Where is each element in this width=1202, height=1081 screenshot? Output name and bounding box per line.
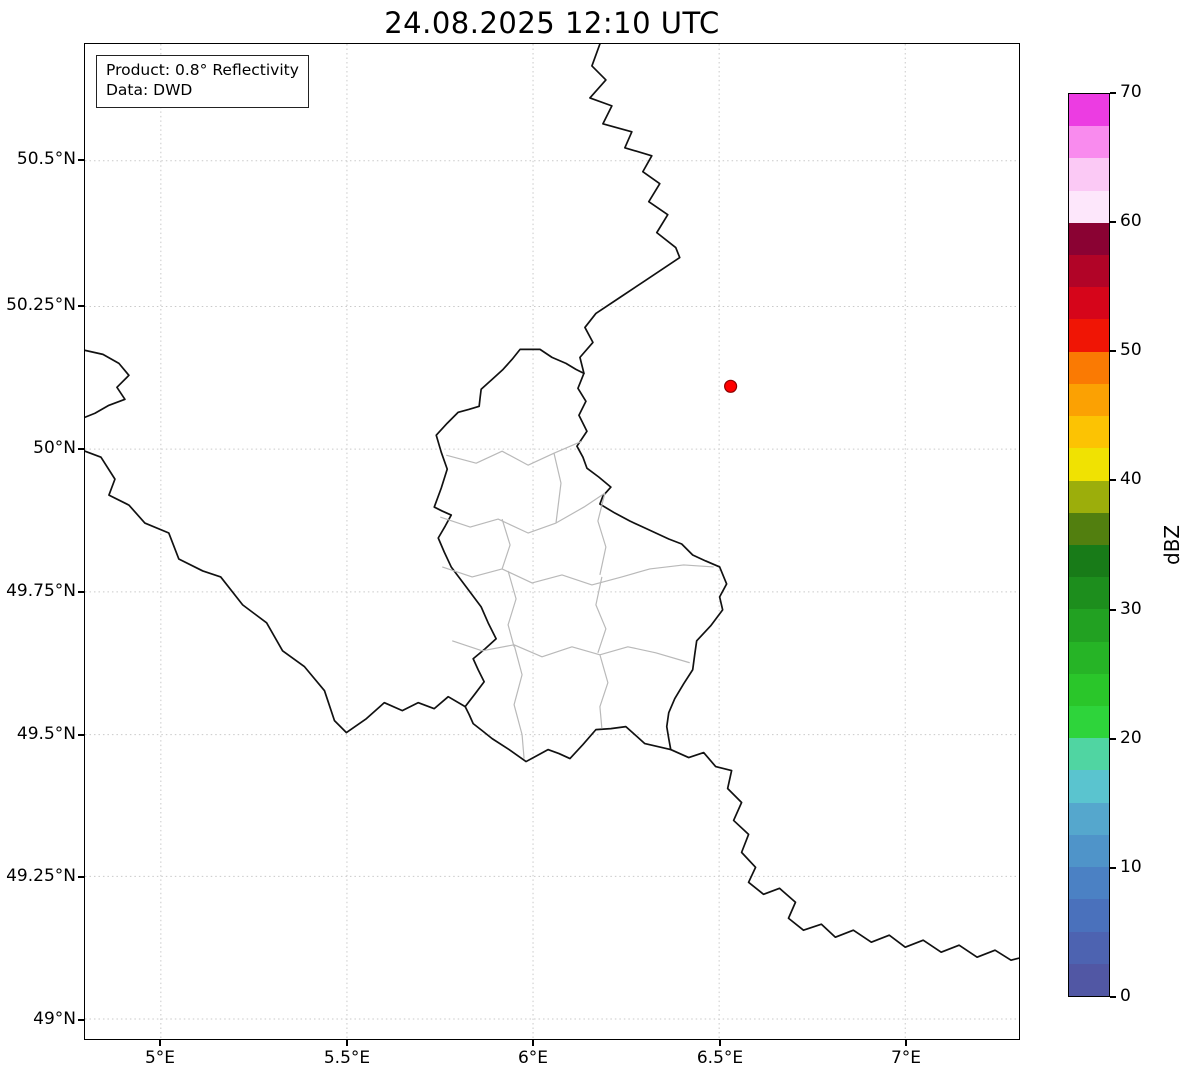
x-tick-label: 6.5°E (696, 1048, 744, 1068)
colorbar-tick-mark (1110, 738, 1116, 740)
y-tick-label: 49.25°N (6, 866, 76, 886)
colorbar-tick-mark (1110, 221, 1116, 223)
country-borders (85, 44, 1019, 962)
luxembourg-canton-borders (440, 440, 714, 759)
colorbar (1068, 93, 1110, 997)
y-tick-label: 49.75°N (6, 581, 76, 601)
x-tick-label: 5.5°E (323, 1048, 371, 1068)
colorbar-tick-mark (1110, 350, 1116, 352)
radar-marker (724, 379, 738, 393)
colorbar-segment (1069, 319, 1109, 352)
colorbar-segment (1069, 351, 1109, 384)
colorbar-segment (1069, 383, 1109, 417)
y-tick-mark (78, 448, 84, 450)
colorbar-segment (1069, 899, 1109, 932)
luxembourg-outline (433, 348, 728, 763)
colorbar-segment (1069, 609, 1109, 642)
x-tick-label: 5°E (144, 1048, 176, 1068)
colorbar-segment (1069, 416, 1109, 449)
colorbar-tick-mark (1110, 996, 1116, 998)
x-tick-mark (719, 1040, 721, 1046)
colorbar-segment (1069, 480, 1109, 513)
colorbar-tick-mark (1110, 479, 1116, 481)
colorbar-tick-label: 20 (1120, 728, 1142, 748)
colorbar-tick-label: 30 (1120, 599, 1142, 619)
colorbar-segment (1069, 190, 1109, 223)
x-tick-mark (346, 1040, 348, 1046)
info-data-source-line: Data: DWD (106, 81, 193, 100)
colorbar-tick-mark (1110, 867, 1116, 869)
colorbar-tick-label: 10 (1120, 857, 1142, 877)
colorbar-tick-label: 50 (1120, 340, 1142, 360)
colorbar-segment (1069, 93, 1109, 127)
y-tick-label: 49.5°N (16, 724, 76, 744)
info-box: Product: 0.8° Reflectivity Data: DWD (96, 55, 309, 108)
colorbar-segment (1069, 254, 1109, 288)
x-tick-mark (905, 1040, 907, 1046)
colorbar-segment (1069, 544, 1109, 578)
x-tick-label: 6°E (517, 1048, 549, 1068)
y-tick-mark (78, 591, 84, 593)
y-tick-label: 50°N (33, 438, 76, 458)
colorbar-segment (1069, 931, 1109, 964)
y-tick-mark (78, 734, 84, 736)
border-givet-pocket (85, 349, 130, 419)
border-belgium-germany (579, 44, 681, 375)
colorbar-segment (1069, 834, 1109, 868)
colorbar-tick-label: 60 (1120, 211, 1142, 231)
colorbar-tick-label: 40 (1120, 469, 1142, 489)
y-tick-mark (78, 305, 84, 307)
colorbar-tick-label: 70 (1120, 82, 1142, 102)
colorbar-segment (1069, 706, 1109, 739)
colorbar-segment (1069, 448, 1109, 481)
y-tick-mark (78, 876, 84, 878)
colorbar-segment (1069, 577, 1109, 610)
y-tick-label: 49°N (33, 1009, 76, 1029)
x-tick-mark (159, 1040, 161, 1046)
colorbar-axis-label: dBZ (1160, 524, 1184, 565)
map-plot: Product: 0.8° Reflectivity Data: DWD (84, 43, 1020, 1040)
info-product-line: Product: 0.8° Reflectivity (106, 61, 299, 79)
colorbar-segment (1069, 738, 1109, 771)
colorbar-segment (1069, 126, 1109, 159)
colorbar-tick-mark (1110, 92, 1116, 94)
map-canvas (85, 44, 1019, 1039)
colorbar-tick-label: 0 (1120, 986, 1131, 1006)
y-tick-mark (78, 159, 84, 161)
figure-title: 24.08.2025 12:10 UTC (384, 6, 720, 40)
y-tick-label: 50.5°N (16, 149, 76, 169)
colorbar-segment (1069, 673, 1109, 707)
x-tick-mark (532, 1040, 534, 1046)
border-france-belgium (85, 450, 467, 734)
colorbar-segment (1069, 641, 1109, 674)
gridlines (85, 44, 1019, 1039)
colorbar-segment (1069, 802, 1109, 835)
colorbar-segment (1069, 222, 1109, 255)
colorbar-segment (1069, 770, 1109, 803)
border-germany-france (669, 748, 1019, 962)
y-tick-label: 50.25°N (6, 295, 76, 315)
colorbar-segment (1069, 512, 1109, 545)
x-tick-label: 7°E (890, 1048, 922, 1068)
colorbar-segment (1069, 867, 1109, 900)
colorbar-segment (1069, 287, 1109, 320)
colorbar-segment (1069, 963, 1109, 996)
colorbar-segments (1069, 93, 1109, 996)
colorbar-tick-mark (1110, 609, 1116, 611)
y-tick-mark (78, 1019, 84, 1021)
colorbar-segment (1069, 158, 1109, 191)
